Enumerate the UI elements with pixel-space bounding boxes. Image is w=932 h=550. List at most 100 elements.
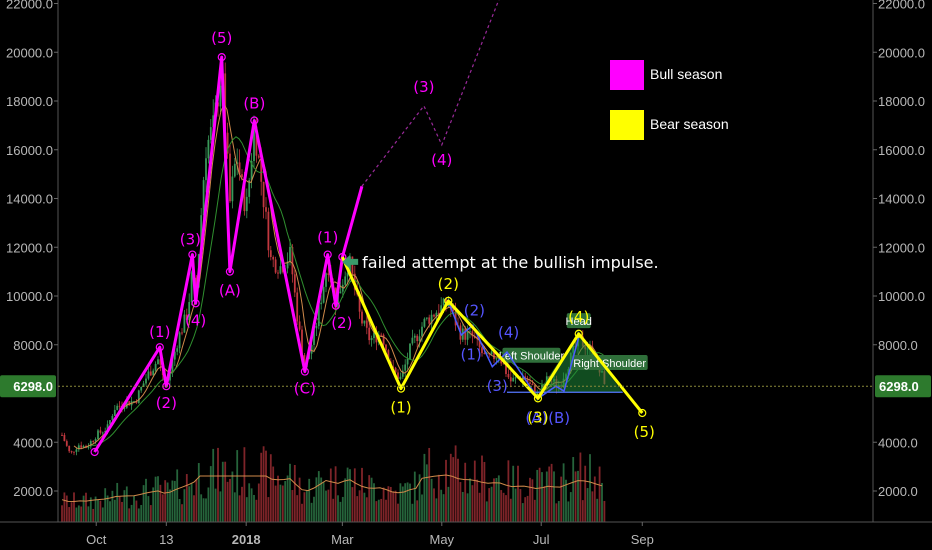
candle-body [296, 292, 299, 322]
volume-bar [178, 499, 181, 522]
volume-bar [236, 450, 239, 522]
volume-bar [130, 504, 133, 522]
volume-bar [337, 495, 339, 522]
volume-bar [409, 483, 411, 522]
volume-bar [416, 500, 419, 522]
y-tick-right-label: 10000.0 [878, 289, 925, 304]
volume-bar [478, 492, 481, 522]
bear-wave-point [638, 408, 647, 418]
volume-bar [550, 463, 553, 522]
y-tick-left-label: 10000.0 [6, 289, 53, 304]
volume-bar [425, 464, 428, 522]
volume-bar [397, 503, 399, 522]
volume-bar [375, 501, 378, 522]
candle-body [320, 302, 323, 305]
candle-body [411, 337, 414, 344]
volume-bar [404, 483, 407, 522]
volume-bar [406, 482, 409, 522]
volume-bar [445, 459, 447, 522]
volume-bar [447, 486, 450, 522]
candle-body [507, 374, 510, 378]
volume-bar [377, 499, 380, 522]
candle-body [253, 126, 255, 162]
candle-body [373, 332, 375, 339]
candle-body [92, 440, 95, 442]
volume-bar [104, 488, 107, 522]
candle-body [493, 351, 495, 360]
legend: Bull season Bear season [610, 60, 729, 140]
candle-body [533, 385, 536, 396]
volume-bar [380, 498, 383, 522]
candle-body [188, 302, 191, 320]
volume-bar [596, 498, 599, 522]
volume-bar [123, 490, 126, 522]
candle-body [502, 363, 505, 365]
volume-bar [514, 488, 517, 522]
bull-wave-point [323, 250, 332, 259]
candle-body [265, 207, 267, 212]
candle-body [154, 363, 157, 371]
volume-bar [433, 488, 435, 522]
x-tick-label: Oct [86, 532, 107, 547]
volume-bar [164, 480, 167, 522]
volume-bar [387, 486, 390, 522]
volume-bar [301, 503, 303, 522]
legend-swatch [610, 60, 644, 90]
candle-body [279, 266, 282, 274]
price-tag-right-label: 6298.0 [879, 379, 919, 394]
candle-body [289, 247, 291, 262]
volume-bar [481, 455, 483, 522]
volume-bar [166, 482, 169, 522]
candle-body [337, 293, 339, 309]
candle-body [226, 132, 229, 154]
candle-body [514, 377, 517, 379]
volume-bar [89, 497, 92, 522]
candle-body [344, 276, 347, 285]
candle-body [241, 174, 243, 178]
volume-bar [171, 480, 174, 522]
x-tick-label: Mar [331, 532, 354, 547]
volume-bar [442, 494, 445, 522]
volume-bar [253, 494, 255, 522]
volume-bar [485, 501, 488, 522]
candle-body [298, 321, 301, 330]
y-tick-right-label: 4000.0 [878, 435, 918, 450]
volume-bar [392, 491, 395, 522]
y-tick-right-label: 20000.0 [878, 45, 925, 60]
candle-body [526, 379, 529, 383]
candle-body [147, 371, 150, 379]
volume-bar [538, 467, 541, 522]
candle-body [322, 286, 325, 303]
candle-body [173, 351, 176, 360]
y-tick-right-label: 14000.0 [878, 192, 925, 207]
pattern-label-bg [571, 355, 648, 371]
volume-bar [121, 501, 123, 522]
volume-bar [133, 495, 135, 522]
volume-bar [473, 460, 476, 522]
volume-bar [140, 505, 143, 522]
volume-bar [157, 476, 159, 522]
y-tick-right-label: 22000.0 [878, 0, 925, 12]
volume-bar [322, 482, 325, 522]
blue-subwave-line [447, 300, 580, 400]
volume-bar [356, 496, 359, 522]
candle-body [416, 335, 419, 342]
volume-bar [536, 469, 539, 522]
volume-bar [262, 446, 265, 522]
pattern-label: Head [566, 316, 592, 328]
volume-bar [346, 467, 349, 522]
volume-bar [557, 501, 560, 522]
candle-body [433, 314, 435, 317]
bull-wave-label: (4) [185, 311, 206, 329]
candle-body [243, 177, 246, 212]
volume-bar [286, 475, 289, 522]
candle-body [435, 312, 438, 317]
candle-body [70, 451, 73, 453]
candle-body [277, 272, 279, 274]
x-tick-label: May [430, 532, 455, 547]
moving-average-long [91, 136, 606, 446]
volume-bar [440, 489, 443, 522]
volume-bar [116, 482, 119, 522]
candle-body [293, 274, 296, 293]
volume-bar [169, 489, 171, 522]
